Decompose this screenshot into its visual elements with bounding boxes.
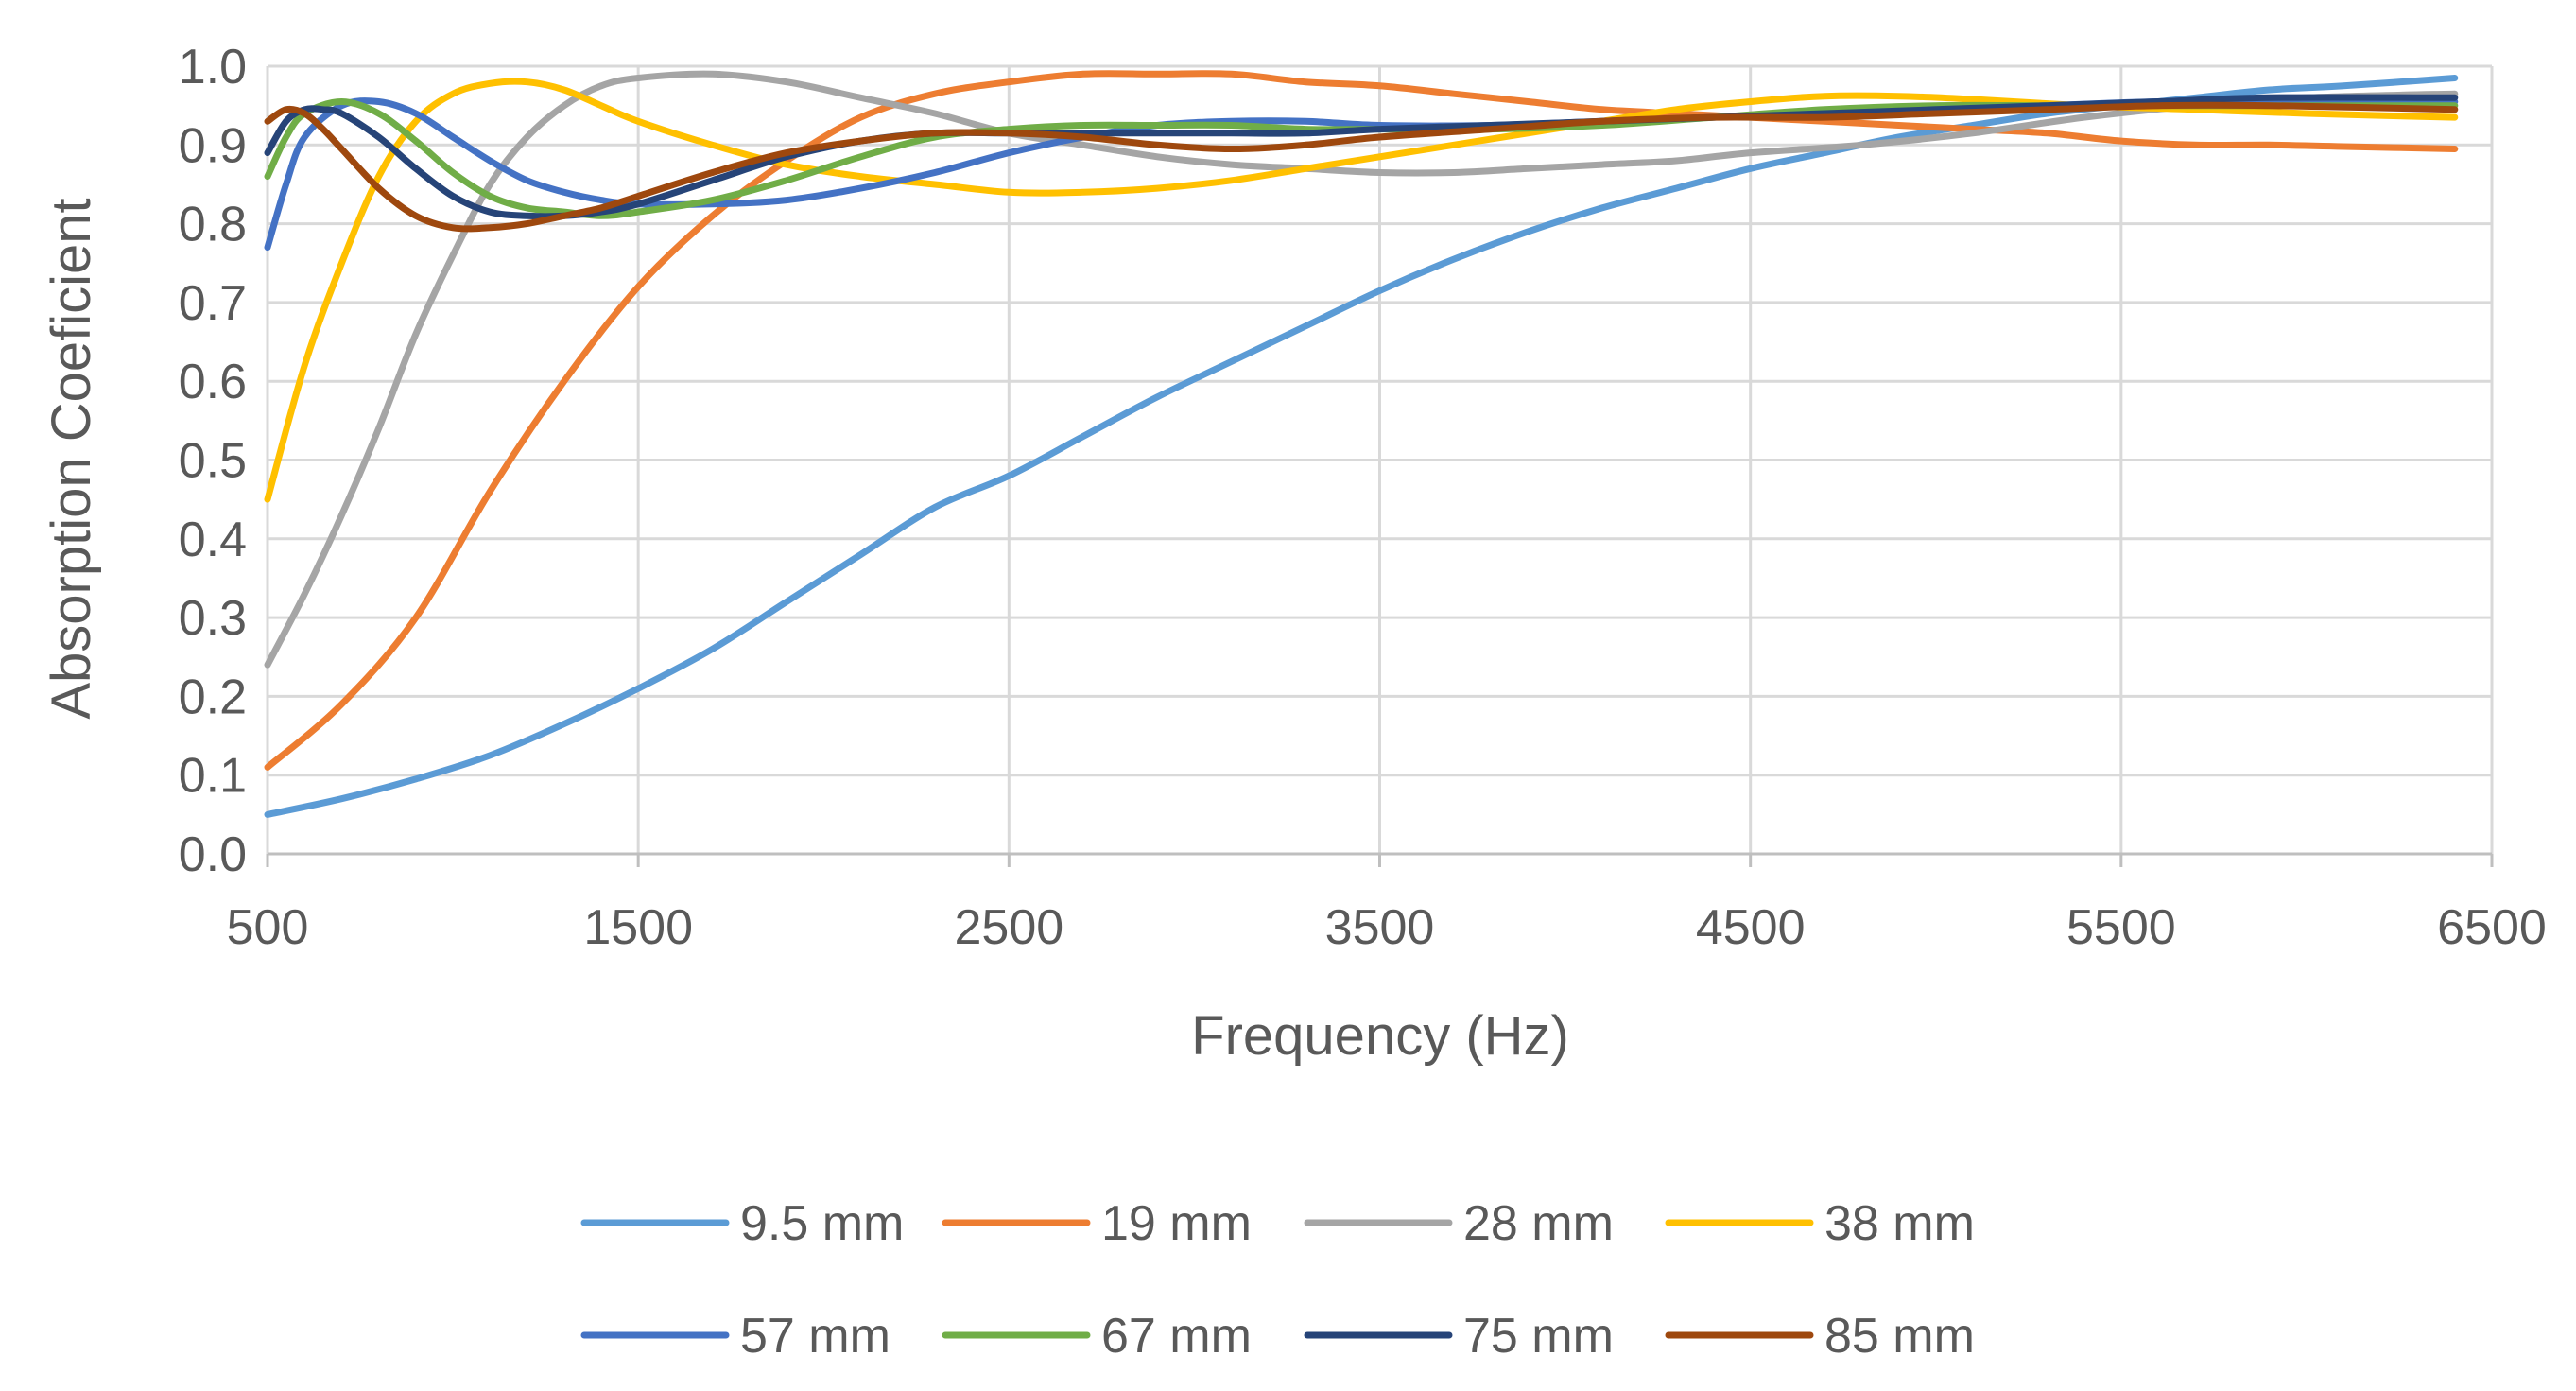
- series-line-19-mm: [264, 70, 2459, 771]
- x-tick-label: 2500: [954, 900, 1063, 955]
- legend-label: 67 mm: [1101, 1309, 1252, 1364]
- legend-item: 75 mm: [1304, 1309, 1614, 1364]
- y-tick-label: 0.4: [179, 513, 247, 567]
- y-axis-title: Absorption Coeficient: [41, 198, 102, 719]
- y-tick-label: 1.0: [179, 40, 247, 95]
- x-tick-label: 3500: [1325, 900, 1435, 955]
- legend: 9.5 mm 19 mm 28 mm 38 mm 57 mm 67 mm 75 mm 85 m…: [580, 1196, 1975, 1364]
- x-axis-title: Frequency (Hz): [1191, 1005, 1569, 1067]
- x-tick-label: 6500: [2437, 900, 2547, 955]
- legend-label: 85 mm: [1824, 1309, 1975, 1364]
- legend-item: 67 mm: [942, 1309, 1252, 1364]
- y-tick-label: 0.0: [179, 827, 247, 882]
- legend-label: 19 mm: [1101, 1196, 1252, 1251]
- y-tick-label: 0.1: [179, 749, 247, 804]
- x-tick-label: 5500: [2066, 900, 2176, 955]
- legend-item: 19 mm: [942, 1196, 1252, 1251]
- x-tick-label: 4500: [1696, 900, 1806, 955]
- legend-label: 28 mm: [1463, 1196, 1614, 1251]
- legend-label: 38 mm: [1824, 1196, 1975, 1251]
- legend-label: 57 mm: [740, 1309, 890, 1364]
- series-line-28-mm: [264, 70, 2459, 669]
- series-line-38-mm: [264, 78, 2459, 503]
- legend-item: 57 mm: [580, 1309, 890, 1364]
- y-tick-label: 0.6: [179, 355, 247, 409]
- y-tick-label: 0.9: [179, 118, 247, 173]
- series-line-67-mm: [264, 98, 2459, 219]
- y-tick-label: 0.7: [179, 276, 247, 331]
- x-tick-label: 500: [227, 900, 309, 955]
- legend-label: 75 mm: [1463, 1309, 1614, 1364]
- legend-item: 38 mm: [1665, 1196, 1975, 1251]
- x-tick-label: 1500: [583, 900, 693, 955]
- series-line-9-5-mm: [264, 75, 2459, 818]
- y-tick-label: 0.8: [179, 198, 247, 252]
- grid-layer: [266, 64, 2494, 856]
- legend-item: 28 mm: [1304, 1196, 1614, 1251]
- legend-label: 9.5 mm: [740, 1196, 904, 1251]
- series-layer: [264, 70, 2459, 818]
- legend-item: 9.5 mm: [580, 1196, 904, 1251]
- legend-item: 85 mm: [1665, 1309, 1975, 1364]
- y-tick-label: 0.2: [179, 669, 247, 724]
- axis-layer: 0.0 0.1 0.2 0.3 0.4 0.5 0.6 0.7 0.8 0.9 1.0 500 1500…: [179, 40, 2547, 955]
- y-tick-label: 0.5: [179, 434, 247, 489]
- series-line-85-mm: [264, 101, 2459, 233]
- y-tick-label: 0.3: [179, 591, 247, 646]
